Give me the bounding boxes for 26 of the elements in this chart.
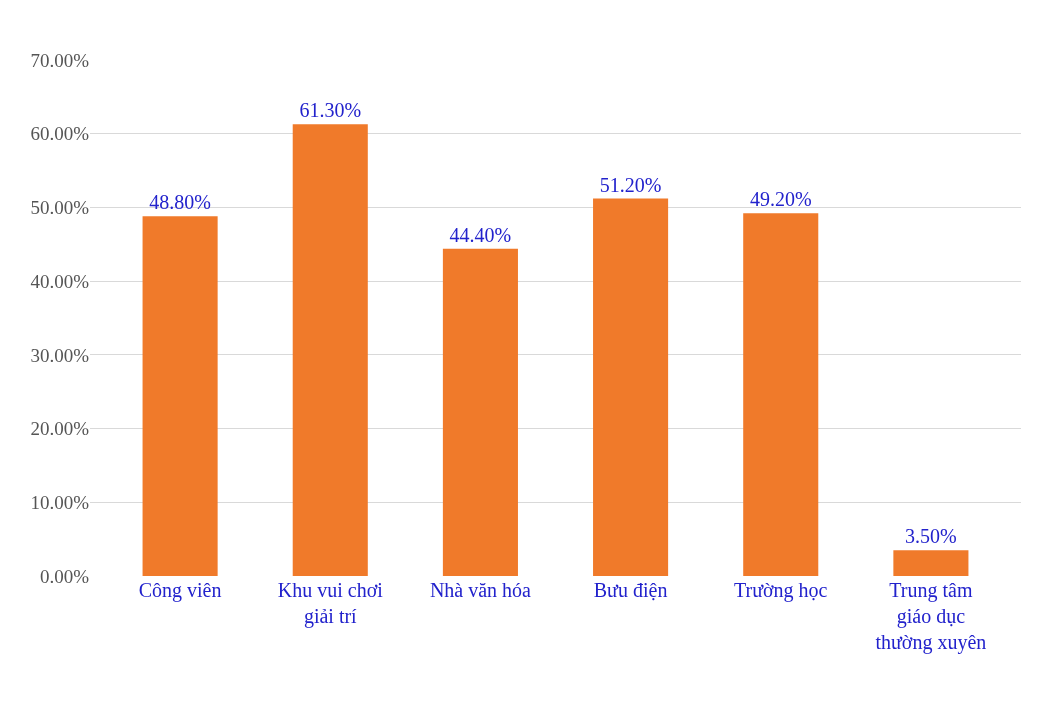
bar [743,213,819,576]
y-tick-label: 20.00% [30,418,90,440]
x-tick-label: Nhà văn hóa [429,579,532,601]
y-tick-label: 60.00% [30,123,90,145]
x-tick-label: Bưu điện [593,579,668,601]
data-label: 49.20% [749,188,812,211]
x-tick-label: Công viên [138,579,222,602]
data-label: 44.40% [449,223,512,246]
x-tick-label: Khu vui chơi giải trí [277,579,384,628]
bar [142,216,218,576]
bar [593,198,669,576]
x-tick-label: Trường học [734,579,828,602]
data-label: 48.80% [149,191,211,214]
y-tick-label: 30.00% [30,344,90,366]
y-tick-label: 70.00% [30,49,90,71]
data-label: 61.30% [299,99,362,122]
y-tick-label: 40.00% [30,270,90,292]
y-tick-label: 0.00% [39,565,90,587]
x-tick-label: Trung tâm giáo dục thường xuyên [875,579,987,654]
y-tick-label: 10.00% [30,491,90,513]
y-tick-label: 50.00% [30,197,90,219]
data-label: 51.20% [599,173,662,196]
data-label: 3.50% [905,525,957,548]
bar [893,550,969,576]
bar [442,248,518,576]
bar [292,124,368,576]
